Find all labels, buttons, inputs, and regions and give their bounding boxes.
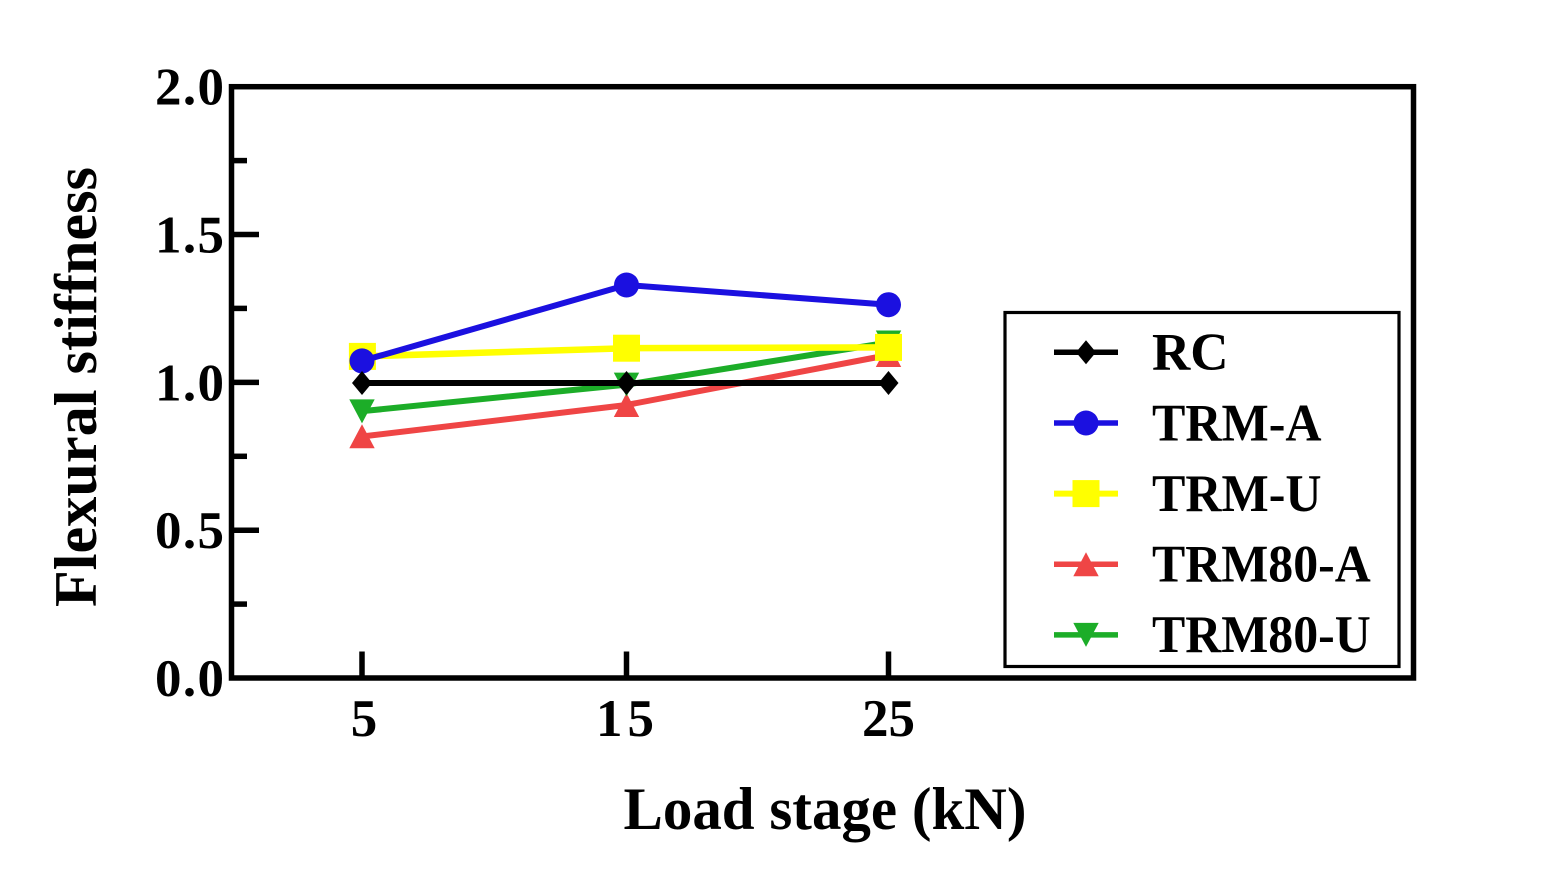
- svg-text:0.5: 0.5: [155, 502, 224, 560]
- svg-text:TRM-U: TRM-U: [1152, 465, 1322, 523]
- svg-text:Flexural stiffness: Flexural stiffness: [43, 167, 109, 607]
- svg-text:TRM-A: TRM-A: [1152, 394, 1322, 452]
- svg-text:1.5: 1.5: [155, 207, 224, 265]
- svg-text:TRM80-U: TRM80-U: [1152, 606, 1371, 664]
- svg-text:0.0: 0.0: [155, 650, 224, 708]
- svg-text:TRM80-A: TRM80-A: [1152, 536, 1371, 594]
- svg-text:5: 5: [351, 690, 378, 748]
- svg-text:Load stage (kN): Load stage (kN): [624, 776, 1027, 842]
- svg-text:2.0: 2.0: [155, 59, 224, 117]
- svg-text:25: 25: [862, 690, 915, 748]
- svg-text:1.0: 1.0: [155, 354, 224, 412]
- svg-text:RC: RC: [1152, 324, 1229, 382]
